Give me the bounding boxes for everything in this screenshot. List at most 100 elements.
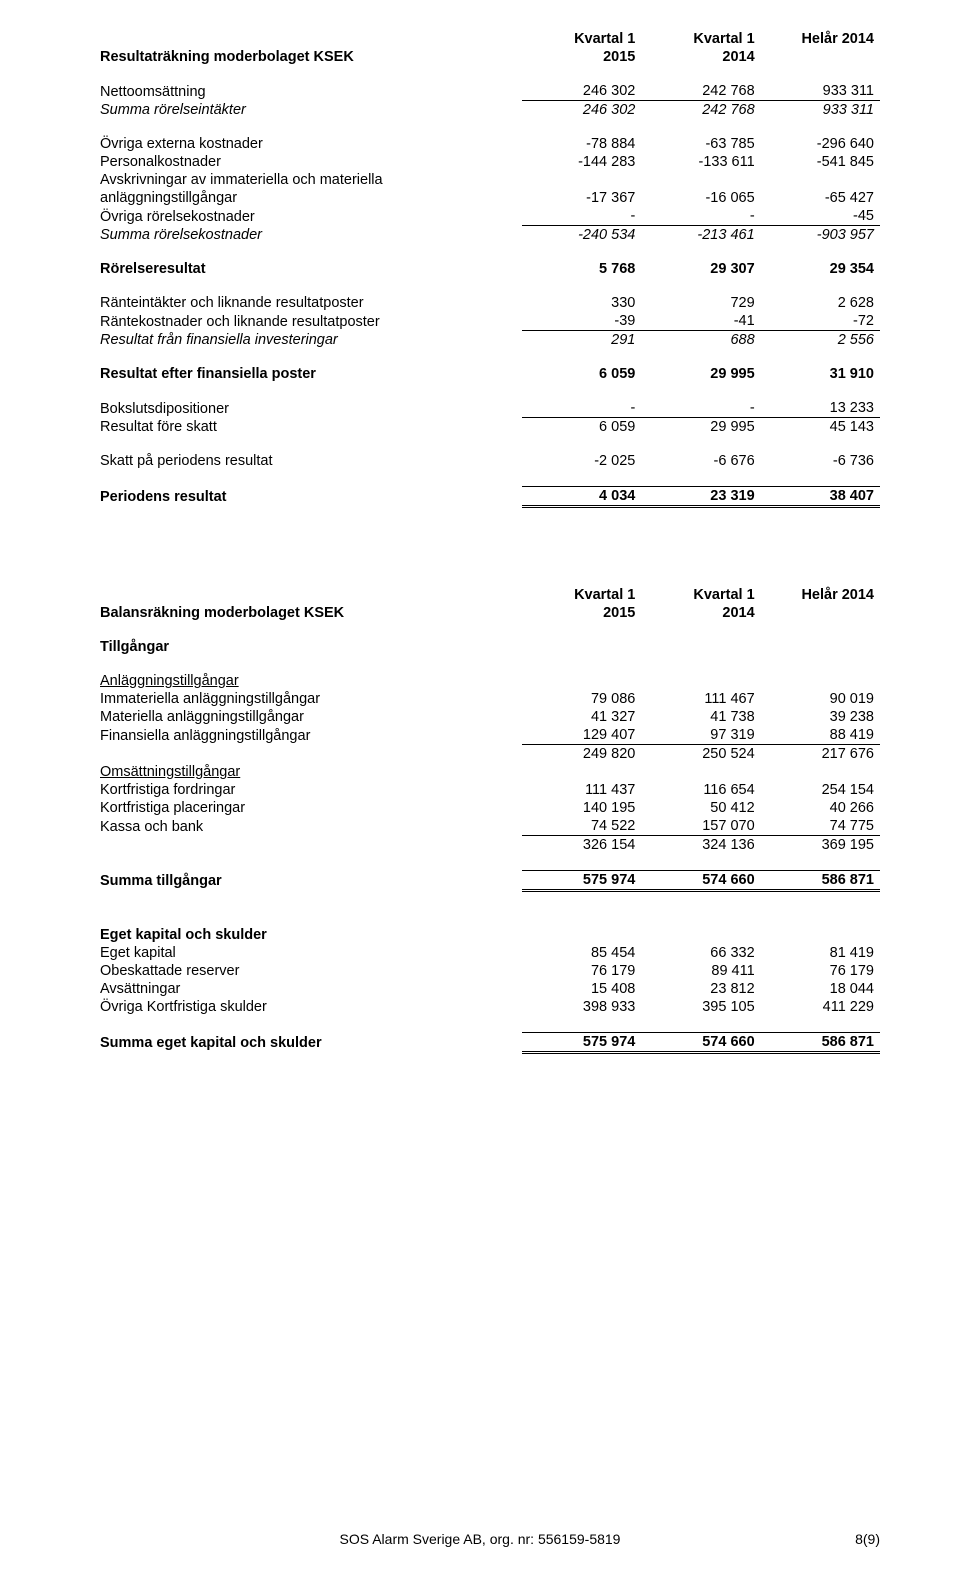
table-row: anläggningstillgångar-17 367-16 065-65 4… (100, 189, 880, 207)
table-row: Kassa och bank74 522157 07074 775 (100, 817, 880, 836)
row-value: 111 437 (522, 781, 641, 799)
row-label (100, 836, 522, 855)
table-row: Övriga Kortfristiga skulder398 933395 10… (100, 998, 880, 1016)
row-value: 933 311 (761, 82, 880, 101)
row-label: Räntekostnader och liknande resultatpost… (100, 312, 522, 331)
row-label: Bokslutsdipositioner (100, 399, 522, 418)
row-value: -240 534 (522, 226, 641, 245)
row-label: Kortfristiga placeringar (100, 799, 522, 817)
row-value: - (641, 207, 760, 226)
table-row: Immateriella anläggningstillgångar79 086… (100, 690, 880, 708)
col3-line2 (761, 48, 880, 66)
row-value: 242 768 (641, 82, 760, 101)
row-value: 15 408 (522, 980, 641, 998)
row-value: -17 367 (522, 189, 641, 207)
row-value: 324 136 (641, 836, 760, 855)
table-row: Resultat från finansiella investeringar2… (100, 331, 880, 350)
header-row-1: Kvartal 1 Kvartal 1 Helår 2014 (100, 30, 880, 48)
row-value: 66 332 (641, 944, 760, 962)
summa-eget-kapital-row: Summa eget kapital och skulder 575 974 5… (100, 1032, 880, 1052)
row-value: 74 522 (522, 817, 641, 836)
table-row: Eget kapital85 45466 33281 419 (100, 944, 880, 962)
col1-line2: 2015 (522, 48, 641, 66)
row-value: -133 611 (641, 153, 760, 171)
row-value: 2 628 (761, 294, 880, 312)
row-value: 326 154 (522, 836, 641, 855)
income-statement-table: Kvartal 1 Kvartal 1 Helår 2014 Resultatr… (100, 30, 880, 1054)
row-value: 411 229 (761, 998, 880, 1016)
row-label: Resultat före skatt (100, 418, 522, 437)
table-row: 326 154324 136369 195 (100, 836, 880, 855)
row-value: -72 (761, 312, 880, 331)
table-row: 249 820250 524217 676 (100, 745, 880, 764)
anlaggningstillgangar-heading: Anläggningstillgångar (100, 672, 880, 690)
row-value: 76 179 (522, 962, 641, 980)
row-label: Eget kapital (100, 944, 522, 962)
row-value: 41 327 (522, 708, 641, 726)
col2-line1: Kvartal 1 (641, 30, 760, 48)
row-value: 111 467 (641, 690, 760, 708)
row-value: 250 524 (641, 745, 760, 764)
row-value: 40 266 (761, 799, 880, 817)
row-value: 6 059 (522, 418, 641, 437)
row-label: Immateriella anläggningstillgångar (100, 690, 522, 708)
col1-line1: Kvartal 1 (522, 30, 641, 48)
page: Kvartal 1 Kvartal 1 Helår 2014 Resultatr… (0, 0, 960, 1571)
resultat-efter-finansiella-row: Resultat efter finansiella poster 6 059 … (100, 365, 880, 383)
row-value: 74 775 (761, 817, 880, 836)
row-label: Ränteintäkter och liknande resultatposte… (100, 294, 522, 312)
row-value: 39 238 (761, 708, 880, 726)
footer-text: SOS Alarm Sverige AB, org. nr: 556159-58… (0, 1531, 960, 1547)
table-row: Kortfristiga fordringar111 437116 654254… (100, 781, 880, 799)
row-value: 29 995 (641, 418, 760, 437)
row-value: 369 195 (761, 836, 880, 855)
col2-line2: 2014 (641, 48, 760, 66)
row-value: 729 (641, 294, 760, 312)
row-value: 129 407 (522, 726, 641, 745)
row-label: Personalkostnader (100, 153, 522, 171)
header2-row-2: Balansräkning moderbolaget KSEK 2015 201… (100, 604, 880, 622)
row-value: 291 (522, 331, 641, 350)
row-value: 85 454 (522, 944, 641, 962)
row-label: Finansiella anläggningstillgångar (100, 726, 522, 745)
row-value: 41 738 (641, 708, 760, 726)
rorelseresultat-row: Rörelseresultat 5 768 29 307 29 354 (100, 260, 880, 278)
table-row: Summa rörelsekostnader-240 534-213 461-9… (100, 226, 880, 245)
row-value: 79 086 (522, 690, 641, 708)
table-row: Avskrivningar av immateriella och materi… (100, 171, 880, 189)
row-label: Resultat från finansiella investeringar (100, 331, 522, 350)
row-value: 140 195 (522, 799, 641, 817)
row-value: -144 283 (522, 153, 641, 171)
row-value: -39 (522, 312, 641, 331)
row-value: 242 768 (641, 101, 760, 120)
table-row: Materiella anläggningstillgångar41 32741… (100, 708, 880, 726)
col3-line1: Helår 2014 (761, 30, 880, 48)
row-value: 97 319 (641, 726, 760, 745)
row-value: 254 154 (761, 781, 880, 799)
tillgangar-heading: Tillgångar (100, 638, 880, 656)
row-value: -45 (761, 207, 880, 226)
row-value: -78 884 (522, 135, 641, 153)
row-value: 116 654 (641, 781, 760, 799)
row-value: 249 820 (522, 745, 641, 764)
omsattningstillgangar-heading: Omsättningstillgångar (100, 763, 880, 781)
eget-kapital-heading: Eget kapital och skulder (100, 926, 880, 944)
page-number: 8(9) (855, 1531, 880, 1547)
row-value (641, 171, 760, 189)
row-label: Avskrivningar av immateriella och materi… (100, 171, 522, 189)
row-value: -41 (641, 312, 760, 331)
row-value: -541 845 (761, 153, 880, 171)
row-label (100, 745, 522, 764)
row-label: Övriga externa kostnader (100, 135, 522, 153)
row-value: -903 957 (761, 226, 880, 245)
summa-tillgangar-row: Summa tillgångar 575 974 574 660 586 871 (100, 870, 880, 890)
table-row: Ränteintäkter och liknande resultatposte… (100, 294, 880, 312)
row-value: -213 461 (641, 226, 760, 245)
table-row: Nettoomsättning246 302242 768933 311 (100, 82, 880, 101)
row-value: -65 427 (761, 189, 880, 207)
row-value: -16 065 (641, 189, 760, 207)
table-row: Resultat före skatt6 05929 99545 143 (100, 418, 880, 437)
row-value: - (522, 399, 641, 418)
row-value: 330 (522, 294, 641, 312)
row-value: -296 640 (761, 135, 880, 153)
